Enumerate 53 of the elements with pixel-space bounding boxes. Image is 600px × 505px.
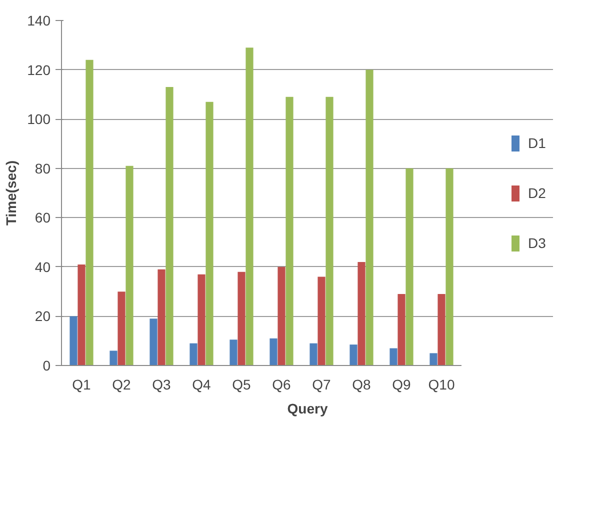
- x-tick-label: Q8: [352, 376, 372, 392]
- y-tick-label: 20: [34, 308, 51, 324]
- bar: [110, 350, 118, 366]
- bar: [158, 269, 166, 366]
- bar: [318, 276, 326, 366]
- bar: [238, 272, 246, 366]
- bar: [190, 343, 198, 366]
- x-axis-title: Query: [287, 400, 328, 416]
- bar: [398, 294, 406, 366]
- x-tick-label: Q7: [312, 376, 332, 392]
- bar: [230, 340, 238, 366]
- y-tick-label: 80: [34, 160, 51, 176]
- legend-label: D2: [528, 184, 547, 200]
- legend-label: D3: [528, 234, 547, 250]
- bar: [78, 264, 86, 366]
- bar: [150, 318, 158, 366]
- y-tick-label: 40: [34, 258, 51, 275]
- bar: [350, 344, 358, 366]
- x-tick-label: Q5: [232, 376, 252, 392]
- y-tick-label: 0: [42, 358, 51, 374]
- bar: [70, 316, 78, 366]
- bar: [406, 168, 414, 366]
- bar: [126, 166, 134, 366]
- bar: [310, 343, 318, 366]
- x-tick-label: Q2: [112, 376, 132, 392]
- x-tick-label: Q3: [152, 376, 172, 392]
- bar: [118, 292, 126, 366]
- x-tick-label: Q10: [428, 376, 455, 392]
- bar: [86, 60, 94, 366]
- bar: [390, 348, 398, 366]
- y-tick-label: 100: [27, 111, 51, 128]
- bar: [326, 96, 334, 366]
- bar: [358, 262, 366, 366]
- bar: [198, 274, 206, 366]
- bar: [430, 353, 438, 366]
- bar: [446, 168, 454, 366]
- x-tick-label: Q1: [72, 376, 92, 392]
- y-tick-label: 120: [27, 62, 51, 78]
- y-tick-label: 60: [34, 210, 51, 226]
- y-axis-title: Time(sec): [3, 160, 20, 226]
- x-tick-label: Q6: [272, 376, 292, 392]
- bar: [246, 48, 254, 366]
- bar: [286, 96, 294, 366]
- bar: [206, 102, 214, 366]
- bar: [278, 266, 286, 366]
- legend-label: D1: [528, 134, 547, 150]
- y-tick-label: 140: [27, 12, 51, 28]
- bar: [270, 338, 278, 366]
- bar: [366, 70, 374, 366]
- bar: [166, 87, 174, 366]
- bar: [438, 294, 446, 366]
- x-tick-label: Q4: [192, 376, 212, 392]
- x-tick-label: Q9: [392, 376, 412, 392]
